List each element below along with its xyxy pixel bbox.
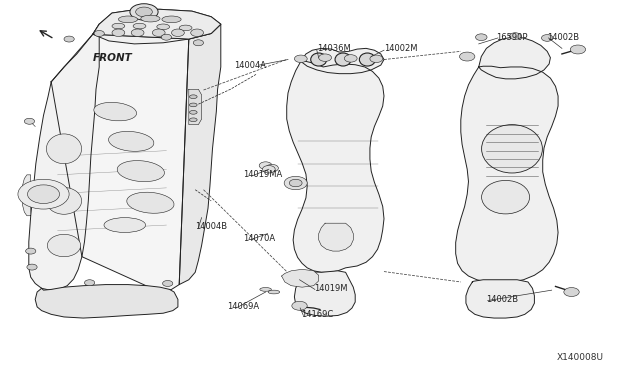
Text: 14169C: 14169C xyxy=(301,310,333,319)
Ellipse shape xyxy=(189,103,197,107)
Circle shape xyxy=(94,31,104,36)
Ellipse shape xyxy=(46,187,82,214)
Circle shape xyxy=(161,34,172,40)
Ellipse shape xyxy=(189,110,197,114)
Text: 14019M: 14019M xyxy=(314,284,347,293)
Text: 14070A: 14070A xyxy=(243,234,275,243)
Text: FRONT: FRONT xyxy=(93,53,132,62)
Circle shape xyxy=(18,179,69,209)
Circle shape xyxy=(564,288,579,296)
Ellipse shape xyxy=(127,192,174,213)
Polygon shape xyxy=(29,24,99,290)
Text: 14002M: 14002M xyxy=(384,44,417,53)
Circle shape xyxy=(570,45,586,54)
Circle shape xyxy=(152,29,165,36)
Circle shape xyxy=(476,34,487,41)
Circle shape xyxy=(193,40,204,46)
Ellipse shape xyxy=(189,95,197,99)
Circle shape xyxy=(130,4,158,20)
Ellipse shape xyxy=(189,118,197,122)
Circle shape xyxy=(262,166,275,173)
Ellipse shape xyxy=(311,53,327,66)
Circle shape xyxy=(136,7,152,17)
Ellipse shape xyxy=(109,131,154,151)
Circle shape xyxy=(27,264,37,270)
Circle shape xyxy=(284,176,307,190)
Ellipse shape xyxy=(133,23,146,29)
Circle shape xyxy=(131,29,144,36)
Polygon shape xyxy=(282,269,319,287)
Polygon shape xyxy=(294,271,355,316)
Circle shape xyxy=(509,33,521,39)
Ellipse shape xyxy=(335,53,351,66)
Circle shape xyxy=(28,185,60,203)
Circle shape xyxy=(24,118,35,124)
Ellipse shape xyxy=(179,25,192,31)
Polygon shape xyxy=(22,175,31,216)
Text: 14004A: 14004A xyxy=(234,61,266,70)
Ellipse shape xyxy=(112,23,125,29)
Ellipse shape xyxy=(482,125,543,173)
Text: 14069A: 14069A xyxy=(227,302,259,311)
Circle shape xyxy=(344,55,357,62)
Ellipse shape xyxy=(118,16,138,23)
Polygon shape xyxy=(319,223,353,251)
Polygon shape xyxy=(51,34,189,292)
Circle shape xyxy=(370,55,383,62)
Ellipse shape xyxy=(260,288,271,291)
Circle shape xyxy=(259,162,272,169)
Polygon shape xyxy=(301,48,384,74)
Text: 14002B: 14002B xyxy=(486,295,518,304)
Polygon shape xyxy=(189,89,202,125)
Circle shape xyxy=(294,55,307,62)
Ellipse shape xyxy=(482,180,530,214)
Polygon shape xyxy=(456,66,558,283)
Text: 14002B: 14002B xyxy=(547,33,579,42)
Circle shape xyxy=(112,29,125,36)
Text: 16590P: 16590P xyxy=(496,33,527,42)
Circle shape xyxy=(289,179,302,187)
Circle shape xyxy=(191,29,204,36)
Ellipse shape xyxy=(47,234,81,257)
Ellipse shape xyxy=(94,102,136,121)
Ellipse shape xyxy=(117,161,164,182)
Text: 14019MA: 14019MA xyxy=(243,170,282,179)
Polygon shape xyxy=(179,24,221,285)
Ellipse shape xyxy=(46,134,82,164)
Circle shape xyxy=(319,54,332,61)
Ellipse shape xyxy=(162,16,181,23)
Circle shape xyxy=(541,35,553,41)
Circle shape xyxy=(163,280,173,286)
Circle shape xyxy=(26,248,36,254)
Circle shape xyxy=(64,36,74,42)
Circle shape xyxy=(266,164,278,172)
Circle shape xyxy=(460,52,475,61)
Text: 14004B: 14004B xyxy=(195,222,227,231)
Polygon shape xyxy=(479,37,550,79)
Text: 14036M: 14036M xyxy=(317,44,351,53)
Ellipse shape xyxy=(360,53,375,66)
Polygon shape xyxy=(93,9,221,44)
Ellipse shape xyxy=(104,218,146,232)
Circle shape xyxy=(172,29,184,36)
Polygon shape xyxy=(287,61,384,272)
Ellipse shape xyxy=(268,290,280,294)
Ellipse shape xyxy=(157,24,170,29)
Circle shape xyxy=(292,301,307,310)
Text: X140008U: X140008U xyxy=(557,353,604,362)
Polygon shape xyxy=(466,280,534,318)
Polygon shape xyxy=(93,9,221,39)
Ellipse shape xyxy=(141,15,160,22)
Circle shape xyxy=(84,280,95,286)
Polygon shape xyxy=(35,285,178,318)
